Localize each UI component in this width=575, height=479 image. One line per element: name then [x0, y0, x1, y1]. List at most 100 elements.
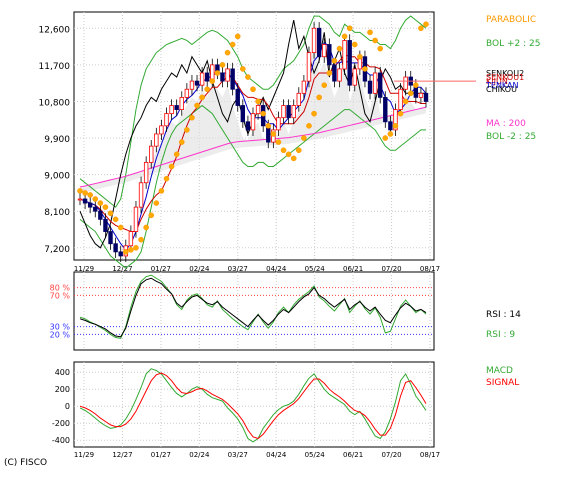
- price-y-tick-label: 10,800: [39, 98, 71, 108]
- ichimoku-label: KIJUN: [486, 77, 508, 86]
- price-x-tick-label: 02/24: [189, 265, 210, 273]
- parabolic-dot: [143, 224, 149, 231]
- price-x-tick-label: 12/27: [112, 265, 132, 273]
- parabolic-dot: [326, 70, 333, 76]
- candle-body: [230, 68, 235, 90]
- parabolic-dot: [250, 86, 256, 93]
- candle-body: [169, 105, 174, 115]
- parabolic-dot: [133, 245, 139, 251]
- candle-body: [276, 117, 281, 131]
- candle-body: [133, 206, 139, 232]
- candle-body: [93, 206, 98, 212]
- candle-body: [128, 231, 134, 247]
- candle-body: [378, 72, 383, 98]
- price-legend-label: PARABOLIC: [486, 15, 536, 25]
- macd-y-tick-label: 200: [55, 385, 70, 394]
- candle-body: [403, 76, 408, 90]
- parabolic-dot: [224, 49, 231, 56]
- parabolic-dot: [402, 98, 409, 105]
- parabolic-dot: [265, 123, 272, 129]
- price-legend-label: BOL -2 : 25: [486, 132, 536, 142]
- rsi-legend-label: RSI : 9: [486, 330, 515, 340]
- rsi-legend-label: RSI : 14: [486, 310, 521, 320]
- candle-body: [398, 88, 403, 110]
- price-x-tick-label: 01/27: [151, 265, 171, 273]
- rsi-y-tick-label: 30 %: [50, 323, 71, 332]
- macd-x-tick-label: 06/21: [343, 451, 363, 459]
- parabolic-dot: [148, 212, 155, 219]
- parabolic-dot: [377, 45, 384, 52]
- parabolic-dot: [92, 196, 99, 202]
- macd-y-tick-label: 400: [55, 368, 70, 377]
- price-x-tick-label: 07/20: [381, 265, 401, 273]
- price-legend-label: MA : 200: [486, 119, 526, 129]
- ichimoku-label: TENKAN: [485, 81, 519, 90]
- parabolic-dot: [138, 236, 144, 243]
- price-x-tick-label: 11/29: [74, 265, 94, 273]
- parabolic-dot: [214, 70, 221, 76]
- parabolic-dot: [255, 98, 261, 105]
- parabolic-dot: [392, 123, 399, 129]
- macd-x-tick-label: 03/27: [228, 451, 248, 459]
- price-y-tick-label: 7,200: [44, 245, 70, 255]
- macd-x-tick-label: 04/24: [266, 451, 287, 459]
- macd-line: [79, 368, 427, 443]
- parabolic-dot: [82, 190, 88, 196]
- candle-body: [423, 92, 429, 102]
- macd-legend-label: MACD: [486, 366, 513, 376]
- parabolic-dot: [280, 147, 287, 154]
- candle-body: [301, 80, 307, 94]
- rsi-plot-frame: [73, 271, 435, 351]
- candle-body: [388, 121, 393, 131]
- price-y-tick-label: 12,600: [39, 25, 71, 35]
- macd-x-tick-label: 12/27: [112, 451, 132, 459]
- parabolic-dot: [311, 110, 317, 117]
- candle-body: [296, 92, 301, 106]
- macd-x-tick-label: 08/17: [420, 451, 440, 459]
- candle-body: [199, 72, 205, 86]
- candle-body: [143, 162, 149, 184]
- rsi-panel: 80 %70 % 30 %20 % RSI : 14 RSI : 9: [50, 271, 521, 351]
- parabolic-dot: [397, 110, 404, 117]
- parabolic-dot: [107, 210, 114, 217]
- parabolic-dot: [184, 127, 190, 133]
- parabolic-dot: [372, 37, 378, 44]
- price-x-tick-label: 03/27: [228, 265, 248, 273]
- candle-body: [352, 68, 357, 86]
- parabolic-dot: [102, 204, 109, 210]
- price-y-tick-label: 9,900: [44, 135, 70, 145]
- candle-body: [286, 105, 291, 119]
- candle-body: [332, 64, 337, 82]
- candle-body: [322, 44, 327, 58]
- parabolic-dot: [77, 188, 83, 194]
- copyright-text: (C) FISCO: [4, 458, 48, 468]
- candle-body: [235, 88, 240, 106]
- parabolic-dot: [234, 33, 241, 40]
- parabolic-dot: [173, 151, 180, 158]
- candle-body: [98, 210, 103, 220]
- candle-body: [149, 145, 154, 163]
- candle-body: [189, 80, 195, 90]
- parabolic-dot: [285, 151, 292, 158]
- parabolic-dot: [306, 123, 312, 129]
- price-y-tick-label: 11,700: [39, 62, 71, 72]
- rsi14-line: [79, 277, 427, 338]
- candle-body: [82, 198, 88, 204]
- candle-body: [77, 198, 83, 201]
- candle-body: [327, 44, 332, 66]
- parabolic-dot: [316, 94, 322, 101]
- candle-body: [205, 72, 210, 82]
- price-y-tick-label: 9,000: [44, 172, 70, 182]
- rsi-y-tick-label: 20 %: [50, 330, 71, 339]
- price-y-tick-label: 8,100: [44, 208, 70, 218]
- parabolic-dot: [194, 102, 200, 109]
- candle-body: [250, 113, 256, 131]
- parabolic-dot: [112, 216, 119, 223]
- macd-y-tick-label: 0: [65, 402, 70, 411]
- bollinger-upper-line: [79, 15, 427, 208]
- candle-body: [164, 113, 169, 127]
- parabolic-dot: [204, 86, 211, 93]
- price-x-tick-label: 04/24: [266, 265, 287, 273]
- macd-y-tick-label: -200: [52, 419, 70, 428]
